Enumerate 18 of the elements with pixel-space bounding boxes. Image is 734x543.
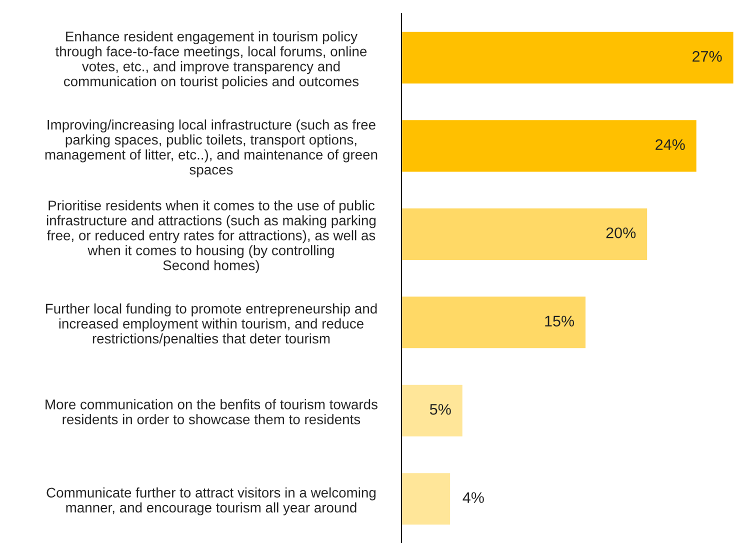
y-tick-label: Improving/increasing local infrastructure (such as free parking spaces, public toilets, transport options, management of litter, etc..), and maintenance of green spaces bbox=[45, 119, 378, 178]
data-label: 5% bbox=[430, 404, 451, 415]
bar bbox=[402, 207, 648, 262]
y-tick-label: More communication on the benfits of tourism towards residents in order to showcase them to residents bbox=[46, 399, 378, 424]
bar bbox=[402, 472, 452, 526]
bar bbox=[402, 118, 698, 174]
data-label: 27% bbox=[692, 50, 722, 62]
data-label: 15% bbox=[545, 316, 574, 327]
data-label: 24% bbox=[656, 139, 685, 150]
data-label: 20% bbox=[606, 227, 636, 238]
y-tick-label: Communicate further to attract visitors in a welcoming manner, and encourage tourism all year around bbox=[46, 487, 376, 516]
y-tick-label: Further local funding to promote entrepreneurship and increased employment within tourism, and reduce restrictions/penalties that deter tourism bbox=[46, 303, 377, 346]
bar bbox=[402, 30, 734, 85]
y-tick-label: Enhance resident engagement in tourism policy through face-to-face meetings, local forums, online votes, etc., and improve transparency and communication on tourist policies and outcomes bbox=[56, 31, 367, 90]
y-tick-label: Prioritise residents when it comes to the use of public infrastructure and attractions (such as making parking free, or reduced entry rates for attractions), as well as when it comes to housing (by controlling Second homes) bbox=[46, 200, 376, 274]
bar bbox=[402, 295, 587, 350]
bar bbox=[402, 383, 464, 438]
data-label: 4% bbox=[462, 492, 484, 503]
